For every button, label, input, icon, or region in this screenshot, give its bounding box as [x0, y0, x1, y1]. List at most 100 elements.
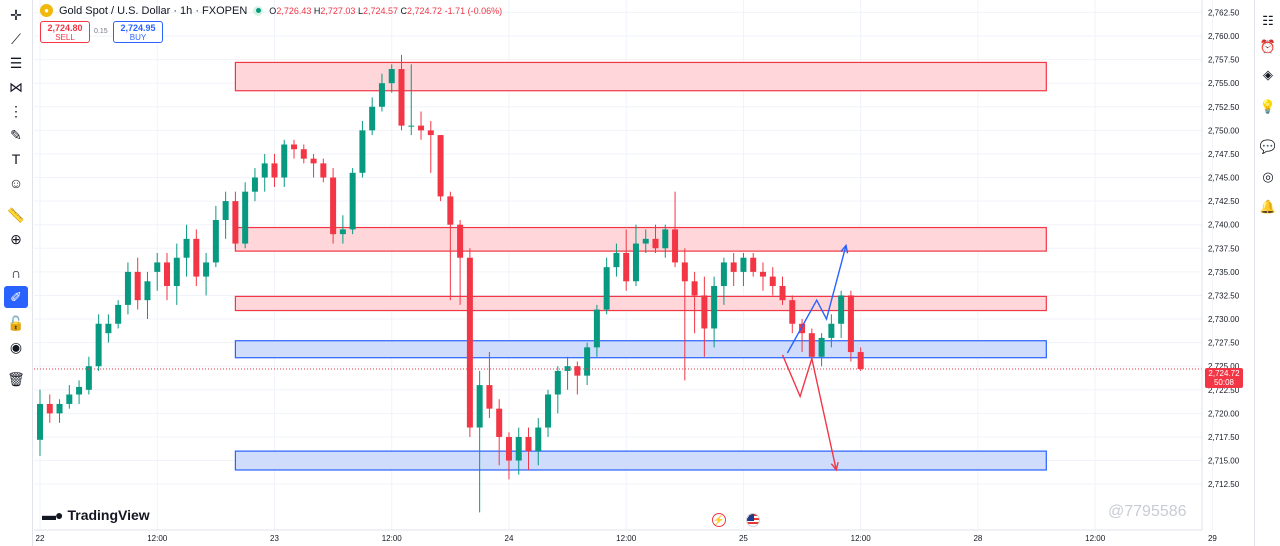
- left-drawing-toolbar: ✛ ⟋ ☰ ⋈ ⋮ ✎ T ☺ 📏 ⊕ ∩ ✐ 🔓 ◉ 🗑: [0, 0, 33, 546]
- candle-body: [291, 144, 298, 150]
- resistance-zone: [234, 61, 1047, 92]
- candle-body: [613, 253, 620, 268]
- price-tick-label: 2,750.00: [1208, 126, 1240, 135]
- candle-body: [134, 271, 141, 301]
- price-tick-label: 2,755.00: [1208, 79, 1240, 88]
- emoji-icon[interactable]: ☺: [8, 175, 24, 191]
- projection-icon[interactable]: ⋮: [9, 102, 23, 119]
- candle-body: [76, 386, 83, 395]
- candle-body: [574, 366, 581, 376]
- time-tick-label: 12:00: [1085, 534, 1106, 543]
- candle-body: [310, 158, 317, 164]
- price-tick-label: 2,732.50: [1208, 291, 1240, 300]
- time-tick-label: 12:00: [851, 534, 872, 543]
- price-tick-label: 2,722.50: [1208, 386, 1240, 395]
- broadcast-icon[interactable]: ◎: [1262, 169, 1274, 184]
- candle-body: [818, 337, 825, 357]
- magnet-icon[interactable]: ∩: [10, 265, 22, 281]
- candle-body: [730, 262, 737, 272]
- candle-body: [222, 201, 229, 220]
- us-flag-event-icon[interactable]: [746, 513, 760, 527]
- candle-body: [691, 281, 698, 296]
- candle-body: [95, 323, 102, 367]
- zoom-icon[interactable]: ⊕: [10, 230, 22, 247]
- flash-event-icon[interactable]: ⚡: [712, 513, 726, 527]
- candle-body: [554, 370, 561, 395]
- candle-body: [789, 300, 796, 324]
- crosshair-icon[interactable]: ✛: [10, 6, 22, 23]
- candle-body: [418, 125, 425, 131]
- current-price-value: 2,724.72: [1208, 369, 1240, 378]
- ruler-icon[interactable]: 📏: [7, 206, 25, 223]
- fib-icon[interactable]: ☰: [9, 54, 23, 71]
- candle-body: [320, 163, 327, 178]
- candle-body: [37, 403, 43, 440]
- open-value: 2,726.43: [276, 5, 312, 16]
- lock-drawing-icon[interactable]: ✐: [4, 286, 28, 308]
- price-tick-label: 2,742.50: [1208, 197, 1240, 206]
- chat-icon[interactable]: 💬: [1259, 139, 1277, 154]
- trend-line-icon[interactable]: ⟋: [11, 30, 21, 47]
- candle-body: [154, 262, 161, 272]
- candle-body: [505, 436, 512, 461]
- candle-body: [124, 271, 131, 305]
- candle-body: [378, 83, 385, 107]
- price-tick-label: 2,717.50: [1208, 433, 1240, 442]
- price-tick-label: 2,747.50: [1208, 150, 1240, 159]
- eye-icon[interactable]: ◉: [9, 338, 23, 355]
- candle-body: [711, 286, 718, 329]
- candle-body: [476, 385, 483, 428]
- candle-body: [330, 177, 337, 235]
- candle-body: [46, 403, 53, 414]
- price-tick-label: 2,737.50: [1208, 244, 1240, 253]
- pattern-icon[interactable]: ⋈: [9, 78, 23, 95]
- close-label: C: [400, 5, 408, 16]
- candle-body: [183, 238, 190, 258]
- sell-button[interactable]: 2,724.80 SELL: [40, 21, 90, 43]
- open-label: O: [269, 5, 277, 16]
- candle-body: [759, 271, 766, 277]
- price-chart[interactable]: 2,712.50 2,715.00 2,717.50 2,720.00 2,722.50…: [34, 0, 1254, 546]
- candle-body: [623, 253, 630, 282]
- sell-label: SELL: [55, 33, 75, 42]
- lock-icon[interactable]: 🔓: [7, 314, 25, 331]
- text-icon[interactable]: T: [11, 151, 21, 167]
- bell-icon[interactable]: 🔔: [1259, 199, 1277, 214]
- tradingview-logo[interactable]: ▬● TradingView: [42, 507, 150, 523]
- gold-coin-icon: ●: [40, 4, 53, 17]
- symbol-title[interactable]: Gold Spot / U.S. Dollar · 1h · FXOPEN: [59, 4, 248, 17]
- price-tick-label: 2,720.00: [1208, 409, 1240, 418]
- candle-body: [457, 224, 464, 258]
- current-price-tag: 2,724.72 50:08: [1205, 368, 1243, 388]
- trash-icon[interactable]: 🗑: [7, 370, 25, 387]
- brand-name: TradingView: [67, 507, 150, 523]
- alarm-clock-icon[interactable]: ⏰: [1259, 39, 1277, 54]
- brush-icon[interactable]: ✎: [10, 126, 22, 143]
- candle-body: [164, 262, 171, 287]
- candle-body: [300, 149, 307, 159]
- candle-body: [66, 394, 73, 404]
- candle-body: [496, 408, 503, 437]
- candle-body: [769, 276, 776, 287]
- price-tick-label: 2,727.50: [1208, 339, 1240, 348]
- market-open-status-icon: [253, 5, 264, 16]
- bearish-projection-arrow: [781, 354, 837, 471]
- buy-label: BUY: [129, 33, 147, 42]
- candle-body: [359, 130, 366, 173]
- candle-body: [672, 229, 679, 263]
- spread-value: 0.15: [94, 28, 108, 35]
- ohlc-values: O2,726.43 H2,727.03 L2,724.57 C2,724.72 …: [269, 6, 502, 16]
- candle-body: [447, 196, 454, 225]
- buy-button[interactable]: 2,724.95 BUY: [113, 21, 163, 43]
- lightbulb-icon[interactable]: 💡: [1259, 99, 1277, 114]
- layers-icon[interactable]: ◈: [1263, 67, 1273, 82]
- candle-body: [144, 281, 151, 301]
- price-tick-label: 2,762.50: [1208, 8, 1240, 17]
- price-tick-label: 2,712.50: [1208, 480, 1240, 489]
- watchlist-icon[interactable]: ☷: [1262, 13, 1274, 28]
- candle-body: [652, 238, 659, 249]
- time-tick-label: 22: [36, 534, 45, 543]
- candle-body: [701, 295, 708, 329]
- candle-body: [525, 436, 532, 452]
